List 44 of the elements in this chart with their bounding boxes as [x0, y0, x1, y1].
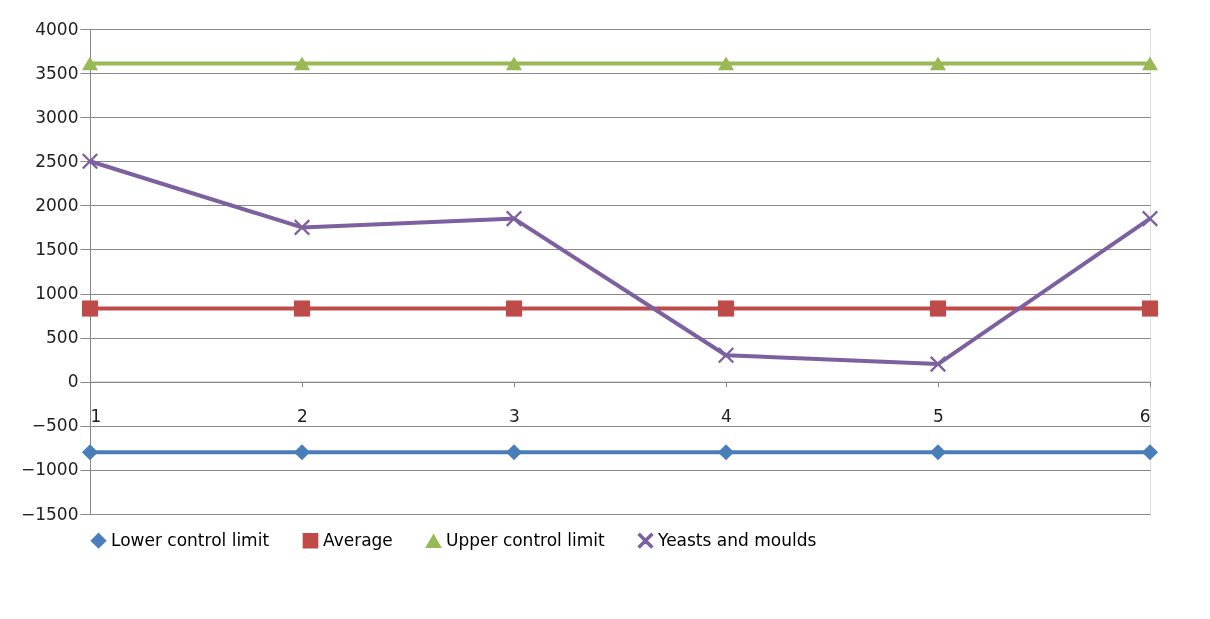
- point: [929, 356, 947, 373]
- x-tick-label: 6: [1139, 406, 1151, 427]
- x-tick-label: 4: [721, 406, 732, 427]
- point: [1141, 300, 1159, 317]
- point: [717, 347, 735, 364]
- point: [1141, 210, 1159, 227]
- y-tick-label: −1000: [20, 459, 79, 480]
- legend-label: Lower control limit: [111, 529, 270, 550]
- x-tick-label: 3: [509, 406, 520, 427]
- point: [505, 210, 523, 227]
- point: [717, 56, 735, 71]
- point: [1141, 56, 1159, 71]
- point: [929, 444, 947, 461]
- point: [717, 444, 735, 461]
- point: [81, 444, 99, 461]
- legend-label: Upper control limit: [446, 530, 605, 551]
- y-tick-label: 3000: [35, 106, 79, 127]
- point: [293, 219, 311, 236]
- point: [293, 56, 311, 71]
- y-tick-label: 0: [67, 371, 79, 392]
- y-tick-label: 3500: [35, 62, 79, 83]
- y-tick-label: 4000: [35, 18, 79, 39]
- y-tick-label: 500: [46, 327, 79, 348]
- x-tick-label: 1: [90, 406, 102, 427]
- point: [81, 300, 99, 317]
- point: [929, 300, 947, 317]
- legend-label: Yeasts and moulds: [657, 529, 817, 550]
- y-tick-label: 1500: [35, 238, 79, 259]
- y-tick-label: −500: [31, 415, 79, 436]
- point: [293, 444, 311, 461]
- x-tick-label: 2: [297, 406, 308, 427]
- point: [1141, 444, 1159, 461]
- legend-label: Average: [323, 529, 393, 550]
- y-tick-label: 2500: [35, 150, 79, 171]
- y-tick-label: 1000: [35, 283, 79, 304]
- point: [505, 56, 523, 71]
- point: [293, 300, 311, 317]
- point: [929, 56, 947, 71]
- point: [505, 300, 523, 317]
- x-tick-label: 5: [933, 406, 944, 427]
- y-tick-label: −1500: [20, 503, 79, 524]
- y-tick-label: 2000: [35, 194, 79, 215]
- point: [717, 300, 735, 317]
- point: [505, 444, 523, 461]
